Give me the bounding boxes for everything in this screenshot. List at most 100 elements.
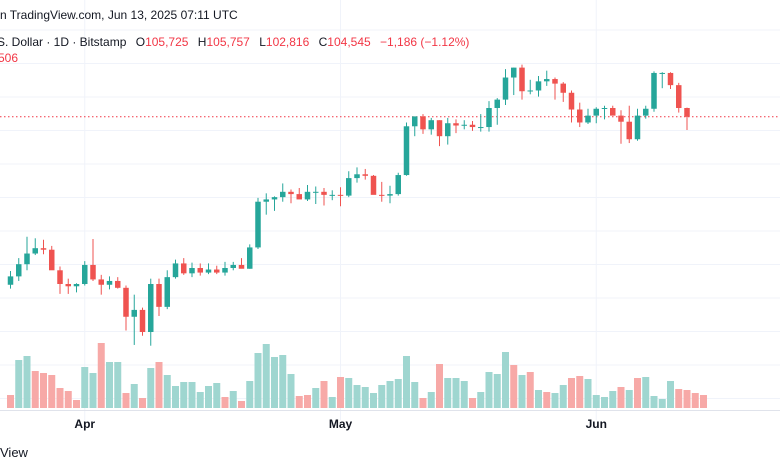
candle-body xyxy=(643,108,649,116)
volume-bar xyxy=(221,397,229,408)
candle-body xyxy=(131,309,137,317)
volume-bar xyxy=(427,392,435,408)
volume-bar xyxy=(155,362,163,408)
volume-bar xyxy=(576,376,584,408)
candle-body xyxy=(395,175,401,195)
candle-body xyxy=(585,115,591,123)
x-axis-month-label: May xyxy=(329,417,353,431)
x-axis-month-label: Apr xyxy=(74,417,95,431)
volume-bar xyxy=(31,371,39,408)
volume-bar xyxy=(122,393,130,408)
candle-body xyxy=(403,126,410,176)
candle-body xyxy=(321,191,327,195)
candle-body xyxy=(148,284,154,332)
volume-bar xyxy=(238,401,245,408)
candle-body xyxy=(57,270,63,284)
candle-body xyxy=(255,201,261,248)
volume-bar xyxy=(642,377,650,408)
candle-body xyxy=(420,116,426,130)
candle-body xyxy=(247,247,253,269)
candle-body xyxy=(271,197,278,200)
candle-body xyxy=(593,108,599,116)
volume-bar xyxy=(64,391,72,408)
volume-bar xyxy=(73,400,80,408)
volume-bar xyxy=(675,389,683,408)
candle-body xyxy=(568,92,575,110)
volume-bar xyxy=(378,385,386,408)
candle-body xyxy=(329,194,335,196)
candle-body xyxy=(535,81,542,91)
candle-body xyxy=(98,279,104,285)
candle-body xyxy=(354,174,360,179)
candle-body xyxy=(73,284,80,287)
volume-bar xyxy=(535,390,542,408)
candle-body xyxy=(676,85,682,108)
volume-bar xyxy=(246,381,254,408)
volume-bar xyxy=(295,396,303,408)
volume-bar xyxy=(691,393,699,408)
volume-bar xyxy=(229,391,237,408)
candle-body xyxy=(667,72,674,86)
volume-bar xyxy=(196,392,204,408)
candle-body xyxy=(115,280,121,288)
candle-body xyxy=(634,115,641,140)
volume-bar xyxy=(328,397,336,408)
volume-bar xyxy=(518,375,526,408)
volume-bar xyxy=(460,381,468,408)
symbol-label[interactable]: S. Dollar · 1D · Bitstamp xyxy=(0,35,127,49)
volume-bar xyxy=(559,385,567,408)
candle-body xyxy=(387,194,393,196)
candle-body xyxy=(428,120,434,130)
volume-bar xyxy=(469,398,476,408)
volume-bar xyxy=(584,379,592,408)
volume-bar xyxy=(634,378,641,408)
volume-bar xyxy=(444,378,452,408)
candle-body xyxy=(610,108,616,116)
candle-body xyxy=(230,264,236,268)
volume-bar xyxy=(700,395,707,408)
chart-source-header: n TradingView.com, Jun 13, 2025 07:11 UT… xyxy=(0,8,238,22)
volume-bar xyxy=(601,397,608,408)
volume-bar xyxy=(345,378,353,408)
volume-bar xyxy=(163,375,171,408)
candle-body xyxy=(453,123,459,126)
volume-bar xyxy=(97,343,105,408)
candle-body xyxy=(296,194,302,200)
candle-body xyxy=(552,79,558,84)
volume-bar xyxy=(353,385,361,408)
candle-body xyxy=(659,72,665,74)
candle-body xyxy=(24,253,30,265)
candle-body xyxy=(90,264,96,280)
volume-bar xyxy=(683,390,691,408)
volume-bar xyxy=(543,392,551,408)
candle-body xyxy=(527,90,533,92)
candle-body xyxy=(544,79,550,82)
candle-body xyxy=(626,121,632,140)
footer-view-link[interactable]: View xyxy=(0,445,28,460)
volume-bar xyxy=(320,381,328,408)
volume-bar xyxy=(180,382,188,408)
volume-bar xyxy=(650,396,658,408)
candle-body xyxy=(684,108,690,117)
candle-body xyxy=(16,264,22,277)
volume-bar xyxy=(15,360,23,408)
volume-bar xyxy=(262,344,270,408)
volume-bar xyxy=(147,368,155,408)
volume-bar xyxy=(279,355,287,408)
candle-body xyxy=(164,277,170,307)
candle-body xyxy=(263,199,269,202)
candle-body xyxy=(379,194,385,196)
volume-bar xyxy=(667,381,674,408)
candle-body xyxy=(7,276,14,285)
volume-bar xyxy=(452,378,460,408)
volume-bar xyxy=(403,356,410,408)
candle-body xyxy=(172,263,179,278)
volume-bar xyxy=(609,391,617,408)
candle-body xyxy=(370,175,377,195)
volume-bar xyxy=(337,377,344,408)
candle-body xyxy=(82,264,88,284)
close-label: C xyxy=(318,35,328,49)
candle-body xyxy=(156,284,162,307)
candle-body xyxy=(106,280,113,285)
